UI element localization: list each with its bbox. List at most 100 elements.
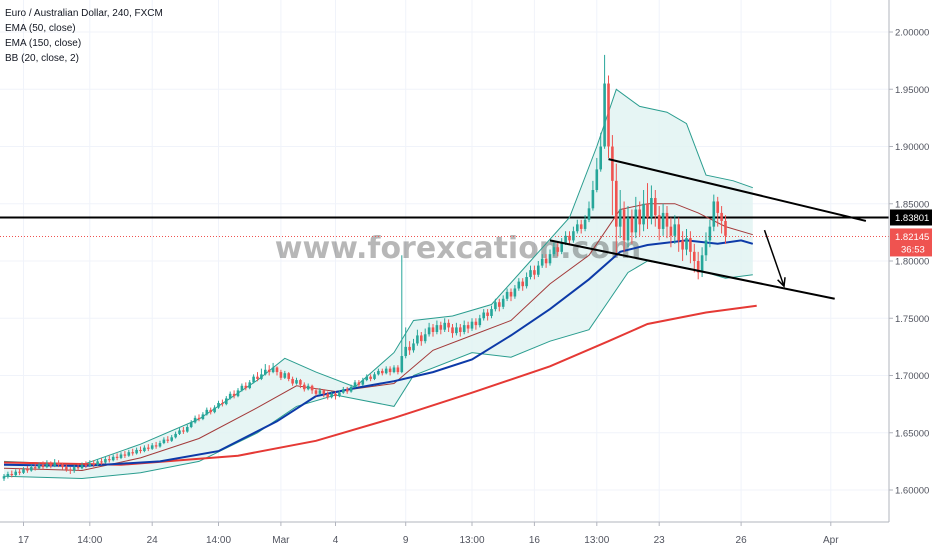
ema150-line — [3, 304, 757, 466]
candle-body — [513, 288, 517, 297]
time-tick-label: 26 — [736, 535, 748, 546]
candle-body — [587, 208, 591, 220]
candle-body — [271, 367, 275, 373]
legend-bb: BB (20, close, 2) — [5, 53, 79, 64]
candle-body — [537, 265, 540, 275]
candle-body — [353, 382, 357, 387]
candle-body — [189, 422, 193, 428]
candle-body — [720, 212, 723, 221]
bb-upper-line — [3, 88, 753, 466]
price-tick-label: 1.70000 — [895, 371, 929, 382]
candle-body — [439, 325, 443, 330]
candle-body — [213, 407, 216, 413]
candle-body — [615, 180, 618, 227]
candle-body — [474, 321, 478, 326]
candle-body — [661, 212, 665, 229]
candle-body — [583, 219, 587, 229]
time-axis-bg — [0, 522, 932, 550]
arrow-head — [777, 277, 786, 288]
candle-body — [100, 461, 103, 463]
candle-body — [642, 203, 645, 225]
candle-body — [595, 169, 599, 191]
candle-body — [509, 291, 513, 297]
resistance-badge — [890, 209, 932, 226]
candle-body — [232, 393, 236, 397]
candle-body — [88, 463, 92, 466]
last-price-badge — [890, 228, 932, 257]
candle-body — [696, 261, 700, 273]
price-tick-label: 1.60000 — [895, 486, 929, 497]
candle-body — [260, 374, 263, 379]
candle-body — [392, 367, 396, 373]
candle-body — [455, 327, 458, 334]
candle-body — [681, 240, 684, 250]
candle-body — [447, 322, 450, 328]
candle-body — [607, 83, 610, 147]
candle-body — [41, 464, 45, 468]
candle-body — [693, 251, 696, 261]
candle-body — [478, 318, 482, 326]
candle-body — [517, 281, 521, 289]
candle-body — [119, 454, 123, 458]
price-tick-label: 1.90000 — [895, 142, 929, 153]
candle-body — [665, 212, 669, 227]
candle-body — [123, 454, 127, 456]
candle-body — [384, 368, 388, 374]
candle-body — [252, 376, 255, 383]
price-tick-label: 2.00000 — [895, 28, 929, 39]
candle-body — [170, 437, 173, 441]
candle-body — [147, 447, 150, 449]
ema50-line — [3, 239, 754, 468]
candle-body — [548, 254, 552, 264]
candle-body — [700, 255, 704, 273]
candle-body — [135, 449, 138, 454]
candle-body — [599, 146, 602, 170]
candle-body — [490, 309, 493, 316]
candle-body — [396, 367, 400, 373]
candle-body — [427, 327, 431, 335]
candle-body — [236, 390, 240, 397]
price-tick-label: 1.85000 — [895, 199, 929, 210]
candle-body — [80, 464, 84, 469]
candle-body — [205, 409, 209, 415]
time-tick-label: 17 — [18, 535, 30, 546]
candle-body — [76, 467, 80, 469]
candle-body — [310, 385, 314, 391]
candle-body — [451, 327, 454, 334]
candle-body — [209, 409, 212, 413]
time-tick-label: 14:00 — [206, 535, 231, 546]
candle-body — [240, 385, 244, 391]
candle-body — [166, 439, 170, 441]
candle-body — [201, 414, 205, 420]
price-tick-label: 1.95000 — [895, 85, 929, 96]
candle-body — [30, 467, 33, 471]
candle-body — [634, 209, 638, 233]
candle-body — [314, 390, 318, 394]
candle-body — [529, 270, 532, 278]
candle-body — [716, 201, 719, 213]
candle-body — [357, 382, 361, 385]
candle-body — [654, 198, 657, 216]
trendline-channel-upper — [608, 158, 867, 222]
candle-body — [369, 376, 372, 379]
time-tick-label: 16 — [529, 535, 541, 546]
candle-body — [326, 393, 329, 398]
legend-ema50: EMA (50, close) — [5, 23, 76, 34]
candle-body — [466, 325, 470, 329]
candle-body — [618, 209, 622, 227]
bb-fill — [4, 89, 753, 479]
candle-body — [287, 373, 290, 379]
candle-body — [540, 258, 544, 266]
candle-body — [65, 467, 68, 470]
candle-body — [174, 433, 177, 438]
candle-body — [556, 247, 560, 252]
candle-body — [345, 389, 349, 392]
chart-legend: Euro / Australian Dollar, 240, FXCM EMA … — [5, 6, 163, 66]
time-tick-label: 4 — [333, 535, 339, 546]
candle-body — [704, 240, 708, 256]
candle-body — [139, 449, 142, 452]
candle-body — [431, 327, 435, 332]
candle-body — [69, 469, 72, 471]
